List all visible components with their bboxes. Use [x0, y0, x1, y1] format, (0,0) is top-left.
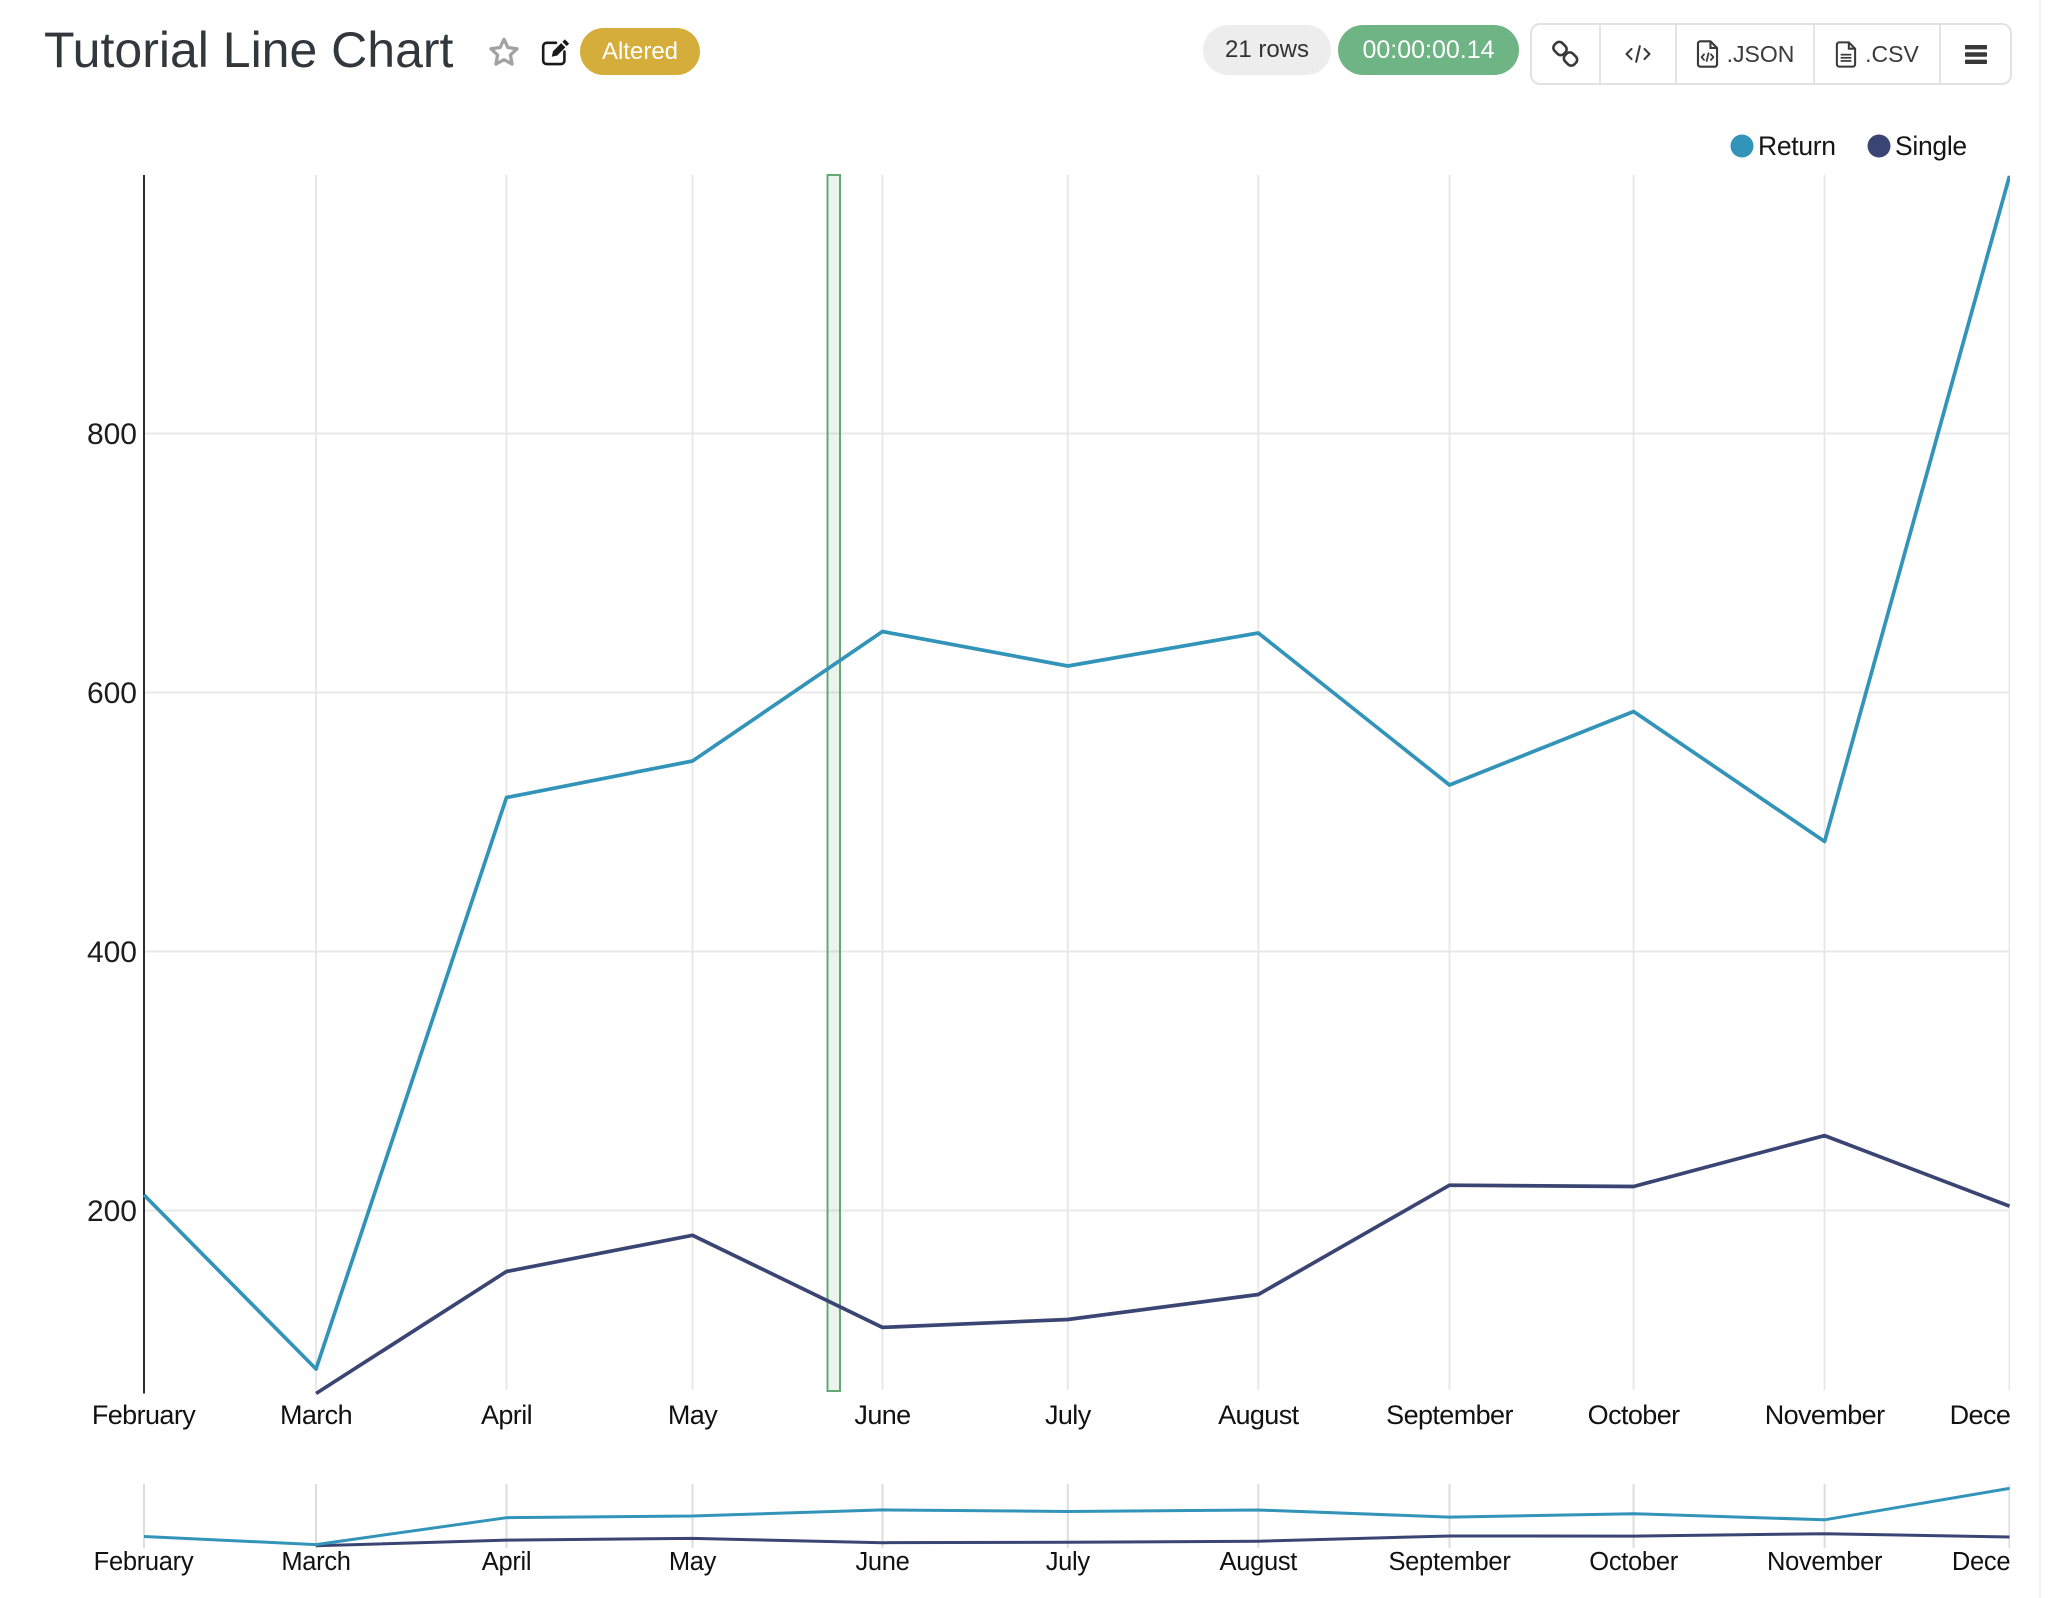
svg-text:600: 600: [87, 677, 137, 710]
svg-text:200: 200: [87, 1195, 137, 1228]
svg-text:October: October: [1588, 1400, 1680, 1430]
svg-text:Single: Single: [1895, 131, 1967, 161]
svg-text:February: February: [92, 1400, 196, 1430]
svg-text:June: June: [855, 1548, 909, 1576]
svg-text:September: September: [1388, 1548, 1511, 1576]
svg-text:December: December: [1950, 1400, 2010, 1430]
svg-text:March: March: [281, 1548, 350, 1576]
svg-text:April: April: [482, 1548, 532, 1576]
svg-text:Return: Return: [1758, 131, 1836, 161]
svg-text:December: December: [1952, 1548, 2010, 1576]
svg-text:February: February: [94, 1548, 194, 1576]
svg-text:November: November: [1767, 1548, 1883, 1576]
svg-text:May: May: [668, 1400, 718, 1430]
svg-text:March: March: [280, 1400, 352, 1430]
svg-text:May: May: [669, 1548, 717, 1576]
svg-text:June: June: [854, 1400, 910, 1430]
svg-text:August: August: [1220, 1548, 1298, 1576]
svg-text:400: 400: [87, 936, 137, 969]
svg-text:August: August: [1218, 1400, 1300, 1430]
svg-text:September: September: [1386, 1400, 1513, 1430]
svg-text:November: November: [1765, 1400, 1885, 1430]
svg-text:October: October: [1589, 1548, 1678, 1576]
svg-text:800: 800: [87, 418, 137, 451]
svg-text:April: April: [481, 1400, 532, 1430]
svg-text:July: July: [1045, 1400, 1092, 1430]
svg-text:July: July: [1046, 1548, 1091, 1576]
